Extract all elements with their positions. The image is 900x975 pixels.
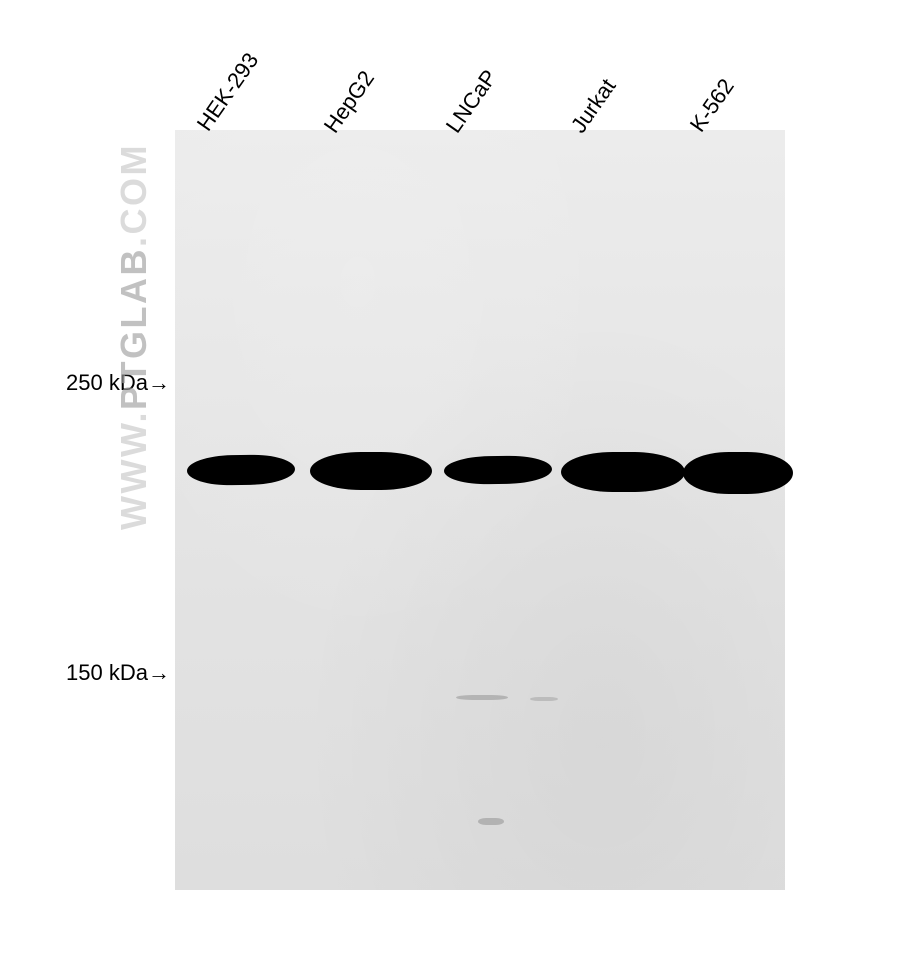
band-hepg2 bbox=[310, 452, 432, 490]
band-jurkat bbox=[561, 452, 685, 492]
watermark-text: WWW.PTGLAB.COM bbox=[113, 143, 155, 530]
lane-label-hepg2: HepG2 bbox=[319, 66, 380, 138]
faint-mark bbox=[478, 818, 504, 825]
lane-label-lncap: LNCaP bbox=[441, 65, 503, 138]
lane-label-k562: K-562 bbox=[685, 74, 740, 137]
marker-150kda: 150 kDa→ bbox=[44, 660, 170, 686]
lane-label-hek293: HEK-293 bbox=[192, 48, 265, 136]
figure-container: HEK-293 HepG2 LNCaP Jurkat K-562 250 kDa… bbox=[0, 0, 900, 975]
faint-mark bbox=[530, 697, 558, 701]
lane-label-jurkat: Jurkat bbox=[566, 74, 622, 138]
band-k562 bbox=[683, 452, 793, 494]
blot-membrane bbox=[175, 130, 785, 890]
faint-mark bbox=[456, 695, 508, 700]
